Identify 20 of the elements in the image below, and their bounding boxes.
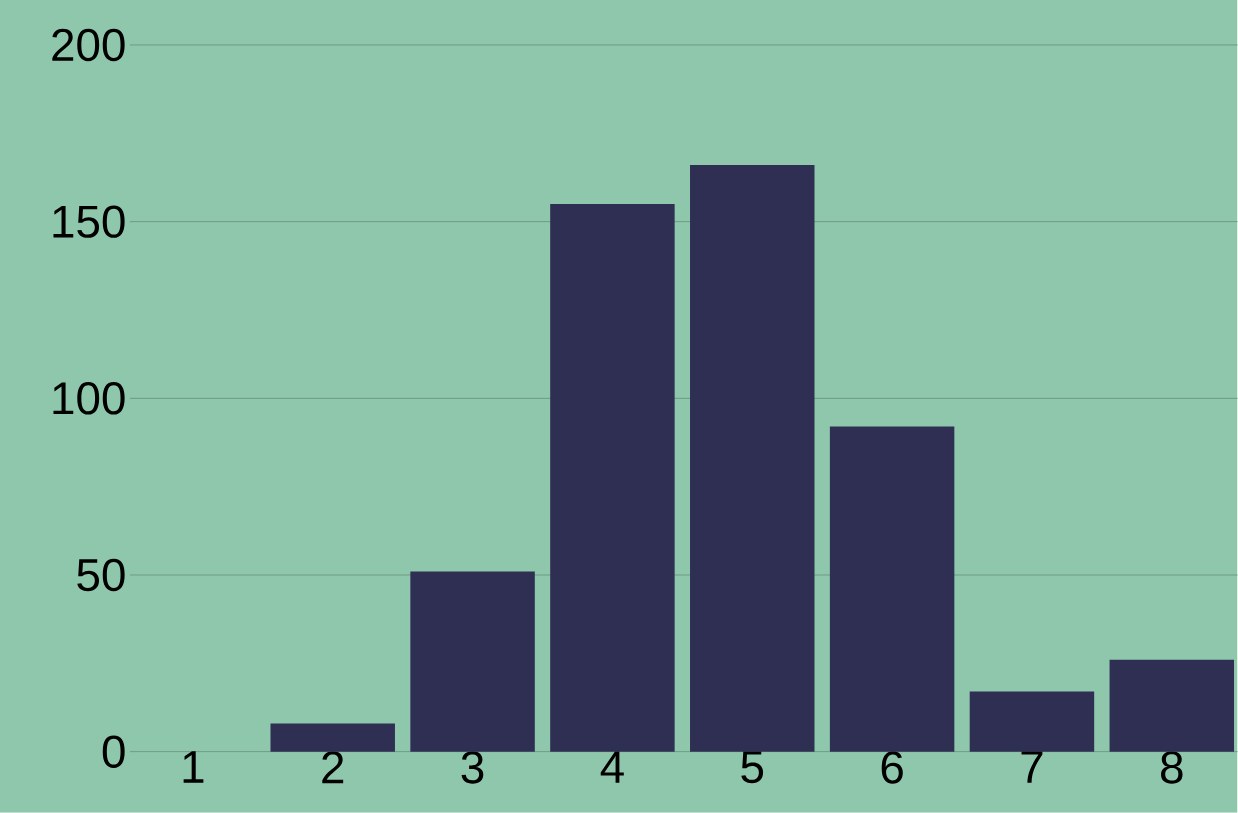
y-tick-label: 0 [102,735,125,769]
bar [550,204,675,752]
x-tick-label: 1 [183,751,204,783]
bar [690,165,815,752]
x-tick-label: 8 [1161,751,1183,784]
bar [270,723,395,752]
y-tick-label: 150 [53,205,125,239]
y-tick-label: 200 [52,28,125,62]
x-tick-label: 2 [322,751,344,784]
bar [410,571,535,752]
x-tick-label: 6 [881,751,903,784]
x-tick-label: 5 [741,751,764,784]
x-tick-label: 7 [1021,751,1043,783]
x-tick-label: 3 [461,751,484,784]
x-tick-label: 4 [600,751,624,783]
y-tick-label: 100 [53,382,125,415]
y-tick-label: 50 [77,558,125,592]
bar [969,691,1095,752]
bar [1109,659,1235,752]
bar [829,426,955,752]
